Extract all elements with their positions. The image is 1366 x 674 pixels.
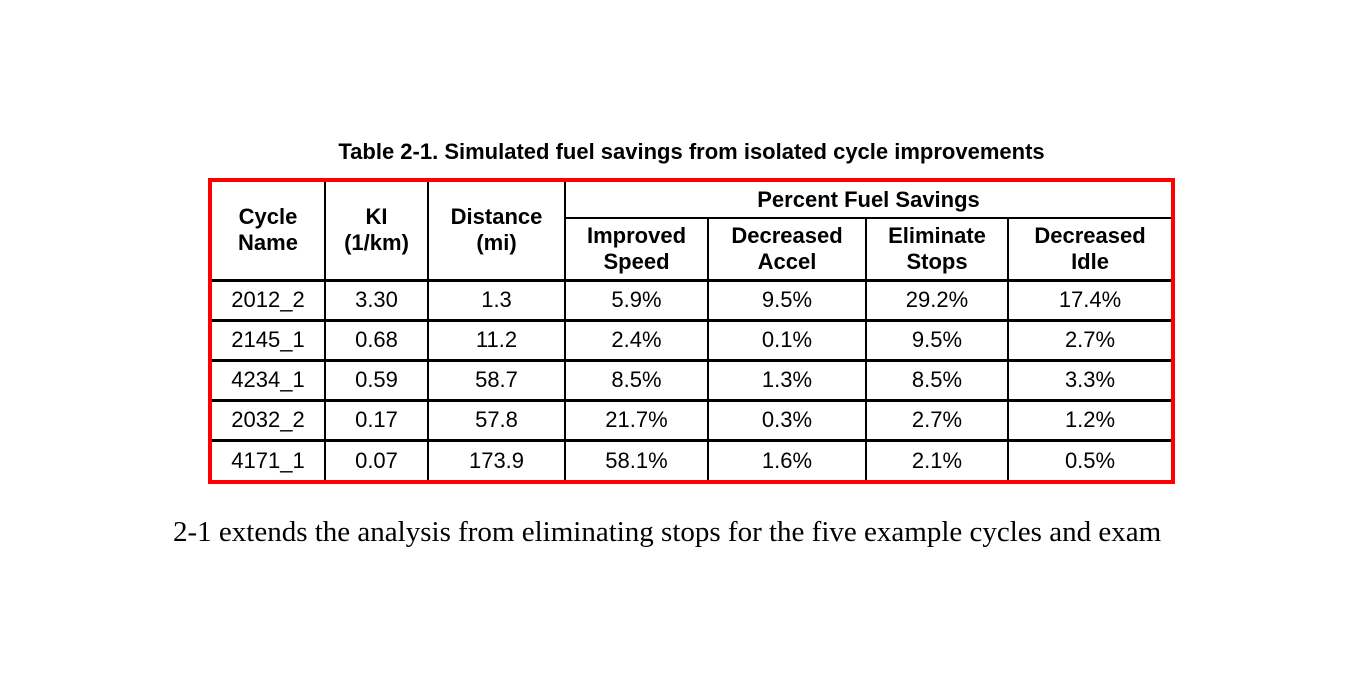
cell-decreased-accel: 1.6% xyxy=(707,438,867,480)
cell-cycle-name: 2145_1 xyxy=(212,318,326,362)
cell-eliminate-stops: 29.2% xyxy=(865,278,1009,322)
cell-eliminate-stops: 9.5% xyxy=(865,318,1009,362)
cell-ki: 0.17 xyxy=(324,398,429,442)
cell-ki: 0.68 xyxy=(324,318,429,362)
cell-ki: 3.30 xyxy=(324,278,429,322)
cell-distance: 173.9 xyxy=(427,438,566,480)
col-header-eliminate-stops: Eliminate Stops xyxy=(865,217,1009,282)
cell-cycle-name: 4171_1 xyxy=(212,438,326,480)
cell-ki: 0.59 xyxy=(324,358,429,402)
table-row: 2012_2 3.30 1.3 5.9% 9.5% 29.2% 17.4% xyxy=(212,278,1172,322)
cell-improved-speed: 8.5% xyxy=(564,358,709,402)
table-header: Cycle Name KI (1/km) Distance (mi) Perce… xyxy=(212,182,1172,282)
cell-decreased-idle: 17.4% xyxy=(1006,278,1172,322)
col-header-ki: KI (1/km) xyxy=(324,182,429,281)
table-row: 4171_1 0.07 173.9 58.1% 1.6% 2.1% 0.5% xyxy=(212,438,1172,480)
cell-improved-speed: 58.1% xyxy=(564,438,709,480)
col-group-header-percent-fuel-savings: Percent Fuel Savings xyxy=(563,182,1172,219)
table-row: 2145_1 0.68 11.2 2.4% 0.1% 9.5% 2.7% xyxy=(212,318,1172,362)
cell-decreased-accel: 0.1% xyxy=(707,318,867,362)
cell-distance: 57.8 xyxy=(427,398,566,442)
cell-ki: 0.07 xyxy=(324,438,429,480)
cell-improved-speed: 5.9% xyxy=(564,278,709,322)
cell-decreased-idle: 3.3% xyxy=(1006,358,1172,402)
cell-eliminate-stops: 2.7% xyxy=(865,398,1009,442)
cell-distance: 1.3 xyxy=(427,278,566,322)
cell-decreased-idle: 1.2% xyxy=(1006,398,1172,442)
cell-improved-speed: 2.4% xyxy=(564,318,709,362)
col-header-improved-speed: Improved Speed xyxy=(565,217,709,282)
cell-cycle-name: 4234_1 xyxy=(212,358,326,402)
table-row: 2032_2 0.17 57.8 21.7% 0.3% 2.7% 1.2% xyxy=(212,398,1172,442)
cell-eliminate-stops: 8.5% xyxy=(865,358,1009,402)
cell-decreased-idle: 0.5% xyxy=(1006,438,1172,480)
cell-cycle-name: 2012_2 xyxy=(212,278,326,322)
cell-distance: 11.2 xyxy=(427,318,566,362)
cell-eliminate-stops: 2.1% xyxy=(865,438,1009,480)
table-body: 2012_2 3.30 1.3 5.9% 9.5% 29.2% 17.4% 21… xyxy=(212,278,1172,480)
table-row: 4234_1 0.59 58.7 8.5% 1.3% 8.5% 3.3% xyxy=(212,358,1172,402)
cell-improved-speed: 21.7% xyxy=(564,398,709,442)
fuel-savings-table: Cycle Name KI (1/km) Distance (mi) Perce… xyxy=(212,182,1172,480)
header-sub-row: Improved Speed Decreased Accel Eliminate… xyxy=(212,217,1172,282)
col-header-cycle-name: Cycle Name xyxy=(212,182,326,281)
cell-decreased-idle: 2.7% xyxy=(1006,318,1172,362)
body-paragraph: 2-1 extends the analysis from eliminatin… xyxy=(173,516,1162,548)
table-title: Table 2-1. Simulated fuel savings from i… xyxy=(338,139,1045,164)
col-header-distance: Distance (mi) xyxy=(427,182,566,281)
cell-decreased-accel: 9.5% xyxy=(707,278,867,322)
cell-cycle-name: 2032_2 xyxy=(212,398,326,442)
col-header-decreased-idle: Decreased Idle xyxy=(1006,217,1172,282)
cell-decreased-accel: 1.3% xyxy=(707,358,867,402)
table-outer-red-frame: Cycle Name KI (1/km) Distance (mi) Perce… xyxy=(208,178,1176,484)
cell-decreased-accel: 0.3% xyxy=(707,398,867,442)
cell-distance: 58.7 xyxy=(427,358,566,402)
col-header-decreased-accel: Decreased Accel xyxy=(707,217,867,282)
header-group-row: Cycle Name KI (1/km) Distance (mi) Perce… xyxy=(212,182,1172,281)
